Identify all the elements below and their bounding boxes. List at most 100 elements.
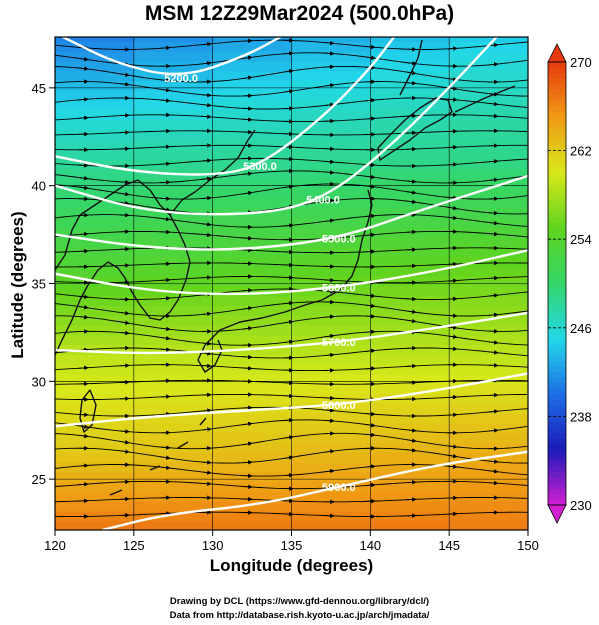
temperature-cell bbox=[55, 50, 135, 62]
wind-arrow bbox=[488, 275, 499, 281]
temperature-cell bbox=[291, 216, 372, 228]
temperature-cell bbox=[55, 256, 135, 267]
temperature-cell bbox=[133, 383, 214, 395]
temperature-cell bbox=[291, 373, 372, 385]
colorbar-cell bbox=[548, 405, 566, 412]
wind-arrow bbox=[119, 72, 130, 77]
colorbar-cell bbox=[548, 410, 566, 417]
coastline-japan-kyushu bbox=[197, 339, 223, 373]
wind-arrow bbox=[160, 445, 171, 450]
x-axis-label: Longitude (degrees) bbox=[209, 556, 374, 575]
wind-arrow bbox=[365, 293, 376, 298]
temperature-cell bbox=[55, 70, 135, 82]
temperature-cell bbox=[291, 451, 372, 463]
colorbar-cell bbox=[548, 388, 566, 395]
temperature-cell bbox=[291, 37, 372, 42]
colorbar-cell bbox=[548, 189, 566, 196]
temperature-cell bbox=[55, 207, 135, 218]
wind-arrow bbox=[365, 44, 376, 50]
wind-arrow bbox=[119, 179, 130, 185]
temperature-cell bbox=[449, 148, 528, 160]
temperature-cell bbox=[370, 471, 451, 483]
temperature-cell bbox=[133, 37, 214, 42]
colorbar-cell bbox=[548, 449, 566, 456]
colorbar-cell bbox=[548, 111, 566, 118]
wind-arrow bbox=[78, 305, 89, 310]
temperature-cell bbox=[370, 314, 451, 326]
colorbar-cell bbox=[548, 228, 566, 235]
wind-arrow bbox=[78, 412, 89, 417]
temperature-cell bbox=[449, 70, 528, 82]
wind-arrow bbox=[242, 326, 253, 331]
temperature-cell bbox=[133, 402, 214, 414]
temperature-cell bbox=[133, 373, 214, 385]
y-axis-label: Latitude (degrees) bbox=[8, 211, 27, 359]
wind-arrow bbox=[160, 277, 171, 283]
wind-arrow bbox=[160, 296, 171, 301]
coastline-sakhalin-kuril bbox=[399, 39, 516, 113]
wind-arrow bbox=[447, 205, 458, 211]
temperature-cell bbox=[133, 295, 214, 307]
wind-arrow bbox=[324, 449, 335, 454]
temperature-cell bbox=[133, 305, 214, 316]
colorbar-min-arrow bbox=[547, 504, 567, 524]
wind-arrow bbox=[283, 300, 294, 306]
x-tick-label: 145 bbox=[438, 538, 460, 553]
temperature-cell bbox=[370, 500, 451, 512]
wind-arrow bbox=[78, 185, 89, 191]
wind-arrow bbox=[201, 427, 212, 432]
temperature-cell bbox=[291, 441, 372, 453]
wind-arrow bbox=[119, 191, 130, 197]
temperature-cell bbox=[133, 510, 214, 522]
colorbar-cell bbox=[548, 156, 566, 163]
temperature-cell bbox=[449, 520, 528, 530]
wind-arrow bbox=[242, 441, 253, 447]
temperature-cell bbox=[291, 177, 372, 189]
colorbar-cell bbox=[548, 150, 566, 157]
wind-arrow bbox=[283, 89, 294, 94]
temperature-cell bbox=[370, 177, 451, 189]
wind-arrow bbox=[201, 195, 212, 201]
temperature-cell bbox=[212, 481, 293, 492]
temperature-cell bbox=[449, 265, 528, 277]
contour-label: 5800.0 bbox=[322, 400, 356, 412]
wind-arrow bbox=[119, 310, 130, 316]
wind-arrow bbox=[488, 220, 499, 226]
coastlines bbox=[55, 39, 516, 496]
wind-arrow bbox=[160, 45, 171, 51]
temperature-cell bbox=[370, 236, 451, 248]
temperature-cell bbox=[449, 128, 528, 140]
wind-arrow bbox=[324, 170, 335, 175]
temperature-cell bbox=[55, 109, 135, 121]
wind-arrow bbox=[119, 330, 130, 336]
temperature-cell bbox=[370, 383, 451, 395]
temperature-cell bbox=[133, 40, 214, 52]
wind-arrow bbox=[242, 38, 253, 44]
temperature-cell bbox=[55, 461, 135, 473]
wind-arrow bbox=[488, 459, 499, 464]
wind-arrow bbox=[365, 174, 376, 180]
wind-arrow bbox=[406, 318, 417, 324]
x-axis: 120 125 130 135 140 145 150 bbox=[44, 530, 539, 553]
temperature-cell bbox=[449, 197, 528, 209]
y-tick-label: 45 bbox=[32, 81, 46, 96]
wind-arrow bbox=[365, 482, 376, 488]
temperature-cell bbox=[55, 383, 135, 395]
wind-arrow bbox=[406, 113, 417, 119]
wind-arrow bbox=[324, 51, 335, 56]
temperature-cell bbox=[55, 373, 135, 385]
colorbar-cell bbox=[548, 372, 566, 379]
wind-arrow bbox=[119, 449, 130, 454]
wind-arrow bbox=[406, 179, 417, 184]
wind-arrow bbox=[242, 190, 253, 196]
temperature-cell bbox=[291, 412, 372, 424]
wind-arrow bbox=[324, 468, 335, 474]
y-tick-label: 25 bbox=[32, 472, 46, 487]
temperature-cell bbox=[55, 40, 135, 52]
x-tick-label: 135 bbox=[281, 538, 303, 553]
temperature-cell bbox=[291, 305, 372, 316]
colorbar-cell bbox=[548, 200, 566, 207]
wind-arrow bbox=[324, 64, 335, 70]
wind-arrow bbox=[365, 366, 376, 371]
temperature-cell bbox=[212, 80, 293, 91]
